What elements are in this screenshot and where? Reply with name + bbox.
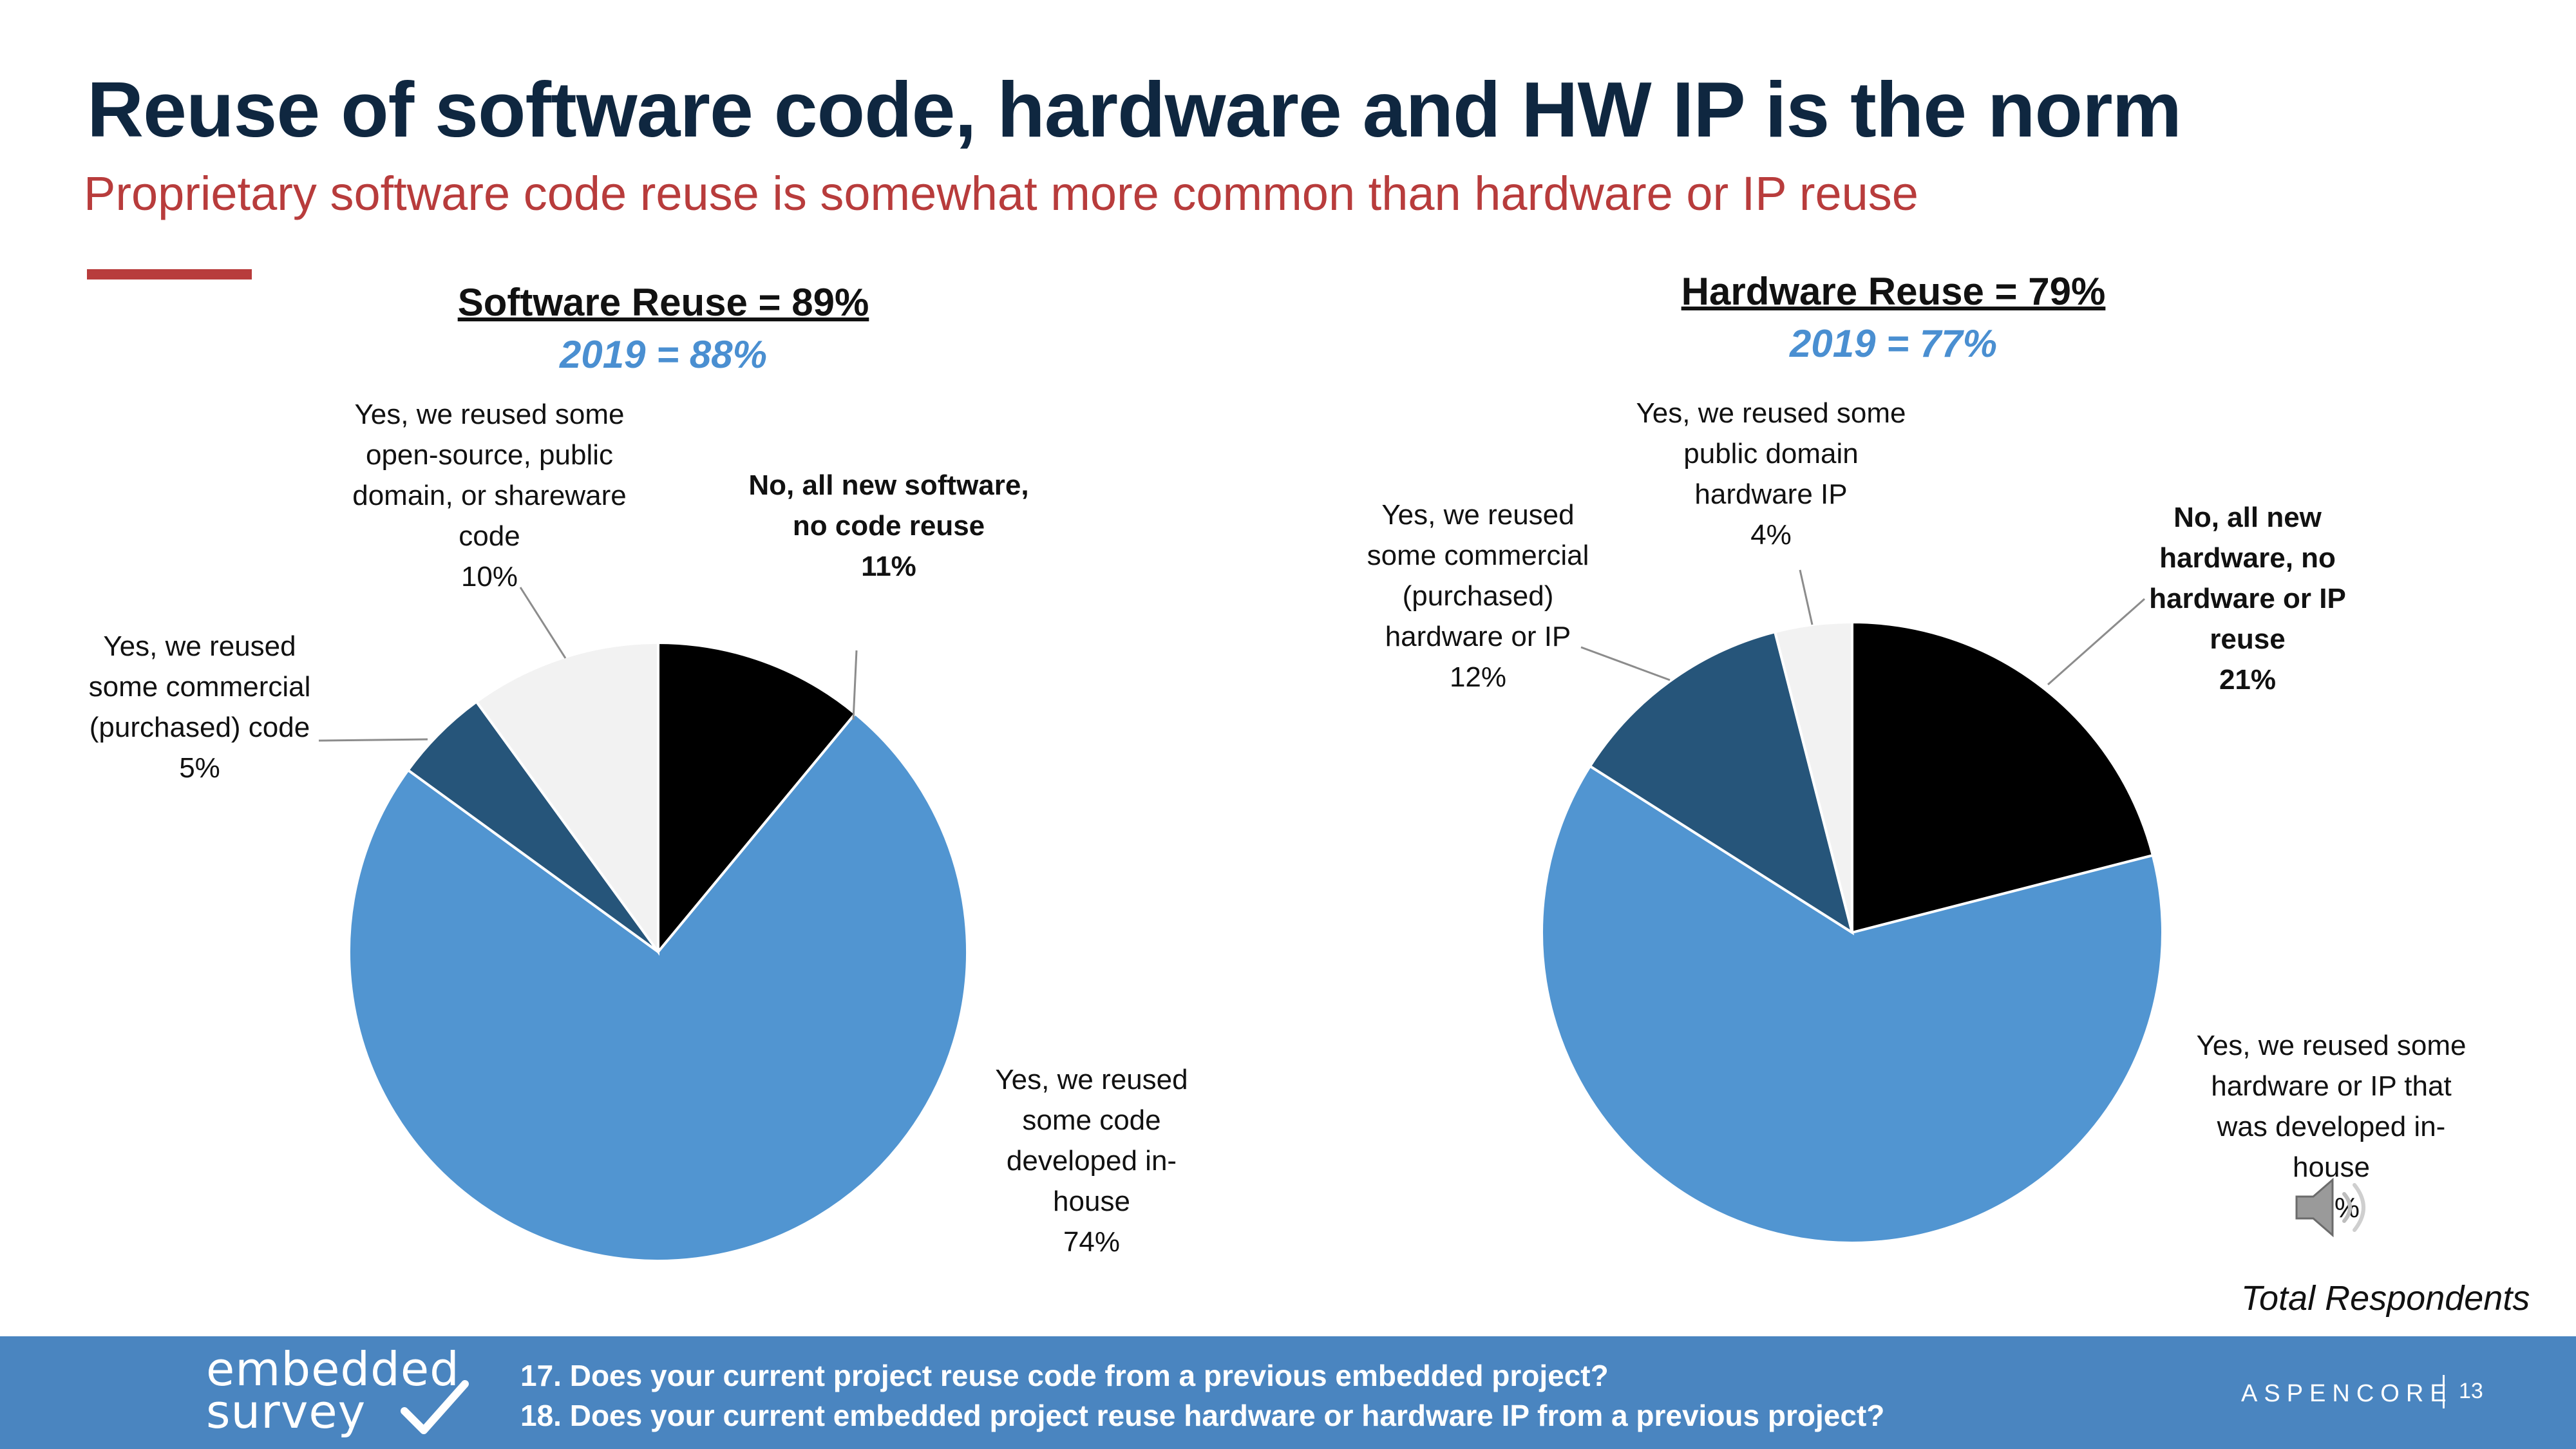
hardware-leader-line-0 [2047,598,2145,686]
software-label-commercial: Yes, we reused some commercial (purchase… [68,626,332,788]
question-18: 18. Does your current embedded project r… [520,1399,1885,1432]
hardware-label-no-reuse: No, all new hardware, no hardware or IP … [2125,497,2370,700]
hardware-slice-no-all-new-hardware-no-hardware-or-ip-re [1851,620,2155,934]
hardware-slice-yes-we-reused-some-public-domain-hardwar [1773,620,1853,933]
software-label-inhouse-text: Yes, we reused some code developed in-ho… [995,1064,1188,1217]
hardware-label-commercial-pct: 12% [1449,661,1507,693]
software-label-opensource: Yes, we reused some open-source, public … [341,394,638,597]
hardware-label-inhouse-text: Yes, we reused some hardware or IP that … [2196,1030,2467,1183]
hardware-label-no-reuse-pct: 21% [2219,664,2277,696]
logo-line-2: survey [206,1385,366,1439]
slide-subtitle: Proprietary software code reuse is somew… [84,167,1918,220]
software-label-commercial-pct: 5% [179,752,220,784]
hardware-chart-subtitle: 2019 = 77% [1790,322,1997,365]
hardware-label-commercial-text: Yes, we reused some commercial (purchase… [1367,499,1589,652]
software-leader-line-0 [852,650,858,721]
hardware-label-commercial: Yes, we reused some commercial (purchase… [1346,495,1610,697]
hardware-chart-title: Hardware Reuse = 79% [1681,270,2106,313]
hardware-slice-yes-we-reused-some-commercial-purchased- [1588,630,1855,936]
hardware-leader-line-3 [1799,569,1814,625]
logo-line-1: embedded [206,1342,460,1396]
hardware-slice-yes-we-reused-some-hardware-or-ip-that-w [1540,764,2164,1244]
total-respondents-note: Total Respondents [2241,1279,2530,1318]
embedded-survey-logo: embedded survey [206,1342,469,1439]
survey-questions: 17. Does your current project reuse code… [520,1356,1884,1435]
software-slice-yes-we-reused-some-commercial-purchased- [406,699,659,953]
slide-title: Reuse of software code, hardware and HW … [87,66,2182,153]
hardware-label-no-reuse-text: No, all new hardware, no hardware or IP … [2149,502,2346,655]
hardware-leader-line-2 [1580,646,1671,681]
speaker-icon[interactable] [2293,1172,2389,1243]
question-17: 17. Does your current project reuse code… [520,1359,1609,1392]
brand-divider [2443,1375,2445,1408]
software-label-no-reuse: No, all new software, no code reuse 11% [747,465,1030,587]
hardware-label-public: Yes, we reused some public domain hardwa… [1636,393,1906,555]
software-slice-yes-we-reused-some-open-source-public-do [475,641,659,956]
software-label-no-reuse-pct: 11% [861,551,916,582]
software-label-inhouse: Yes, we reused some code developed in-ho… [985,1059,1198,1262]
software-label-opensource-pct: 10% [460,561,518,592]
software-slice-yes-we-reused-some-code-developed-in-hou [348,712,969,1262]
hardware-chart-heading: Hardware Reuse = 79% 2019 = 77% [1636,269,2151,366]
software-label-inhouse-pct: 74% [1063,1226,1121,1258]
accent-bar [87,269,252,279]
software-chart-subtitle: 2019 = 88% [560,333,767,376]
hardware-label-public-pct: 4% [1750,519,1792,551]
checkmark-icon [401,1380,469,1434]
software-chart-heading: Software Reuse = 89% 2019 = 88% [406,280,921,377]
software-label-opensource-text: Yes, we reused some open-source, public … [352,399,627,552]
software-chart-title: Software Reuse = 89% [457,281,869,324]
software-label-commercial-text: Yes, we reused some commercial (purchase… [88,630,311,743]
software-leader-line-3 [519,587,567,659]
page-number: 13 [2459,1379,2483,1403]
software-leader-line-2 [318,738,428,742]
software-label-no-reuse-text: No, all new software, no code reuse [748,469,1029,542]
hardware-label-public-text: Yes, we reused some public domain hardwa… [1636,397,1906,510]
aspencore-brand: ASPENCORE [2241,1380,2453,1407]
software-slice-no-all-new-software-no-code-reuse [657,641,857,956]
hardware-label-inhouse: Yes, we reused some hardware or IP that … [2196,1025,2467,1228]
footer-bar: embedded survey 17. Does your current pr… [0,1336,2576,1449]
